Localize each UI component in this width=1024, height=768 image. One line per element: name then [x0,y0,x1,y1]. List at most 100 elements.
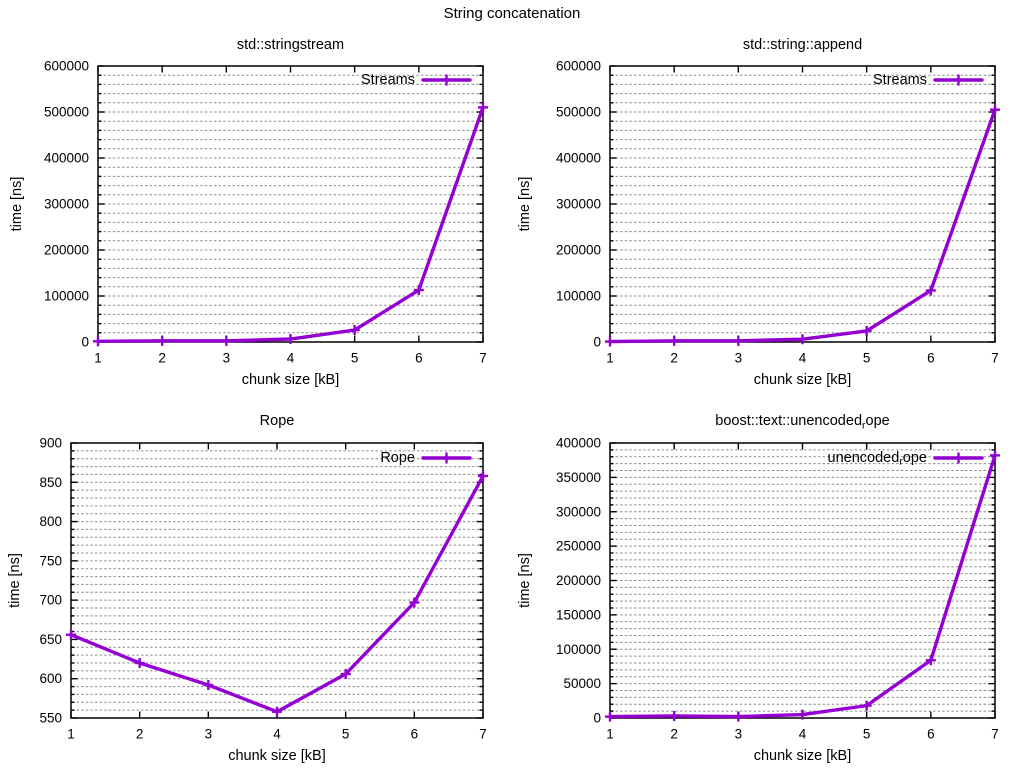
x-tick-label: 5 [863,351,871,366]
grid-lines [611,74,994,334]
series-line [69,474,485,714]
y-tick-label: 0 [81,335,89,350]
y-axis-label: time [ns] [9,177,25,232]
x-tick-label: 2 [670,727,678,742]
x-tick-label: 3 [223,351,231,366]
y-tick-label: 500000 [44,105,89,120]
y-tick-label: 400000 [556,436,601,451]
y-axis-label: time [ns] [517,553,533,608]
y-tick-label: 200000 [556,573,601,588]
plot-title: std::stringstream [237,37,344,53]
legend-label: Streams [873,72,927,88]
y-tick-label: 250000 [556,539,601,554]
chart-bottom-right: 0 50000 100000 150000 200000 250000 300000 3500… [517,413,1000,764]
plot-title: std::string::append [743,37,862,53]
y-tick-label: 600 [39,671,62,686]
x-tick-label: 7 [991,727,999,742]
y-tick-label: 200000 [44,243,89,258]
y-tick-label: 500000 [556,105,601,120]
x-tick-labels: 1 2 3 4 5 6 7 [606,351,999,366]
y-tick-label: 100000 [556,642,601,657]
series-line [608,453,997,719]
series-line [96,105,485,344]
x-tick-label: 7 [479,727,487,742]
y-axis-label: time [ns] [7,553,23,608]
legend-label: unencodedrope [828,450,927,467]
legend-label: Streams [361,72,415,88]
series-markers [93,102,488,347]
legend: Streams [361,72,472,88]
y-tick-label: 200000 [556,243,601,258]
plot-title: Rope [260,413,295,429]
legend-label: Rope [380,450,415,466]
x-tick-labels: 1 2 3 4 5 6 7 [67,727,487,742]
y-tick-label: 650 [39,632,62,647]
y-tick-label: 600000 [44,59,89,74]
y-tick-label: 100000 [44,289,89,304]
x-tick-label: 3 [735,727,743,742]
plot-border [70,442,484,719]
grid-lines [72,450,482,711]
x-tick-label: 5 [863,727,871,742]
chart-top-right: 0 100000 200000 300000 400000 500000 600000 1 2 3… [517,37,1000,388]
y-tick-label: 300000 [556,197,601,212]
x-tick-label: 2 [136,727,144,742]
chart-bottom-left: 550 600 650 700 750 800 850 900 1 2 3 4 5 6 7 Rope Rope c… [7,413,488,764]
y-tick-label: 600000 [556,59,601,74]
x-tick-label: 6 [415,351,423,366]
grid-lines [99,74,482,334]
y-tick-labels: 0 100000 200000 300000 400000 500000 600000 [556,59,601,350]
chart-top-left: 0 100000 200000 300000 400000 500000 600000 1 2 3… [9,37,488,388]
y-axis-label: time [ns] [517,177,533,232]
x-tick-label: 3 [735,351,743,366]
x-tick-label: 7 [479,351,487,366]
x-tick-label: 4 [799,351,807,366]
x-axis-label: chunk size [kB] [754,372,852,388]
x-tick-label: 6 [927,351,935,366]
x-tick-label: 7 [991,351,999,366]
legend: unencodedrope [828,450,984,467]
x-tick-label: 5 [351,351,359,366]
series-markers [605,450,1000,722]
y-tick-label: 300000 [44,197,89,212]
x-tick-label: 2 [670,351,678,366]
y-tick-label: 900 [39,436,62,451]
y-tick-label: 0 [593,335,601,350]
y-tick-label: 100000 [556,289,601,304]
y-tick-label: 800 [39,514,62,529]
x-tick-label: 2 [158,351,166,366]
x-tick-labels: 1 2 3 4 5 6 7 [94,351,487,366]
y-tick-label: 700 [39,593,62,608]
y-tick-labels: 0 100000 200000 300000 400000 500000 600000 [44,59,89,350]
y-tick-label: 150000 [556,607,601,622]
x-tick-label: 1 [94,351,102,366]
y-tick-label: 750 [39,553,62,568]
y-tick-label: 400000 [44,151,89,166]
y-tick-labels: 550 600 650 700 750 800 850 900 [39,436,62,726]
y-tick-label: 0 [593,711,601,726]
grid-lines [611,449,994,712]
axis-ticks [609,442,996,719]
main-title: String concatenation [443,5,581,22]
x-tick-label: 6 [411,727,419,742]
x-tick-label: 3 [205,727,213,742]
y-tick-label: 350000 [556,470,601,485]
x-tick-label: 1 [67,727,75,742]
legend: Rope [380,450,472,466]
y-tick-label: 550 [39,711,62,726]
y-tick-label: 400000 [556,151,601,166]
x-tick-label: 1 [606,351,614,366]
x-tick-label: 4 [287,351,295,366]
x-tick-labels: 1 2 3 4 5 6 7 [606,727,999,742]
axis-ticks [70,442,484,719]
y-tick-label: 300000 [556,504,601,519]
y-tick-label: 50000 [563,676,601,691]
y-tick-label: 850 [39,475,62,490]
series-markers [605,104,1000,347]
y-tick-labels: 0 50000 100000 150000 200000 250000 300000 3500… [556,436,601,726]
x-axis-label: chunk size [kB] [228,748,326,764]
x-tick-label: 4 [799,727,807,742]
axis-ticks [609,65,996,343]
